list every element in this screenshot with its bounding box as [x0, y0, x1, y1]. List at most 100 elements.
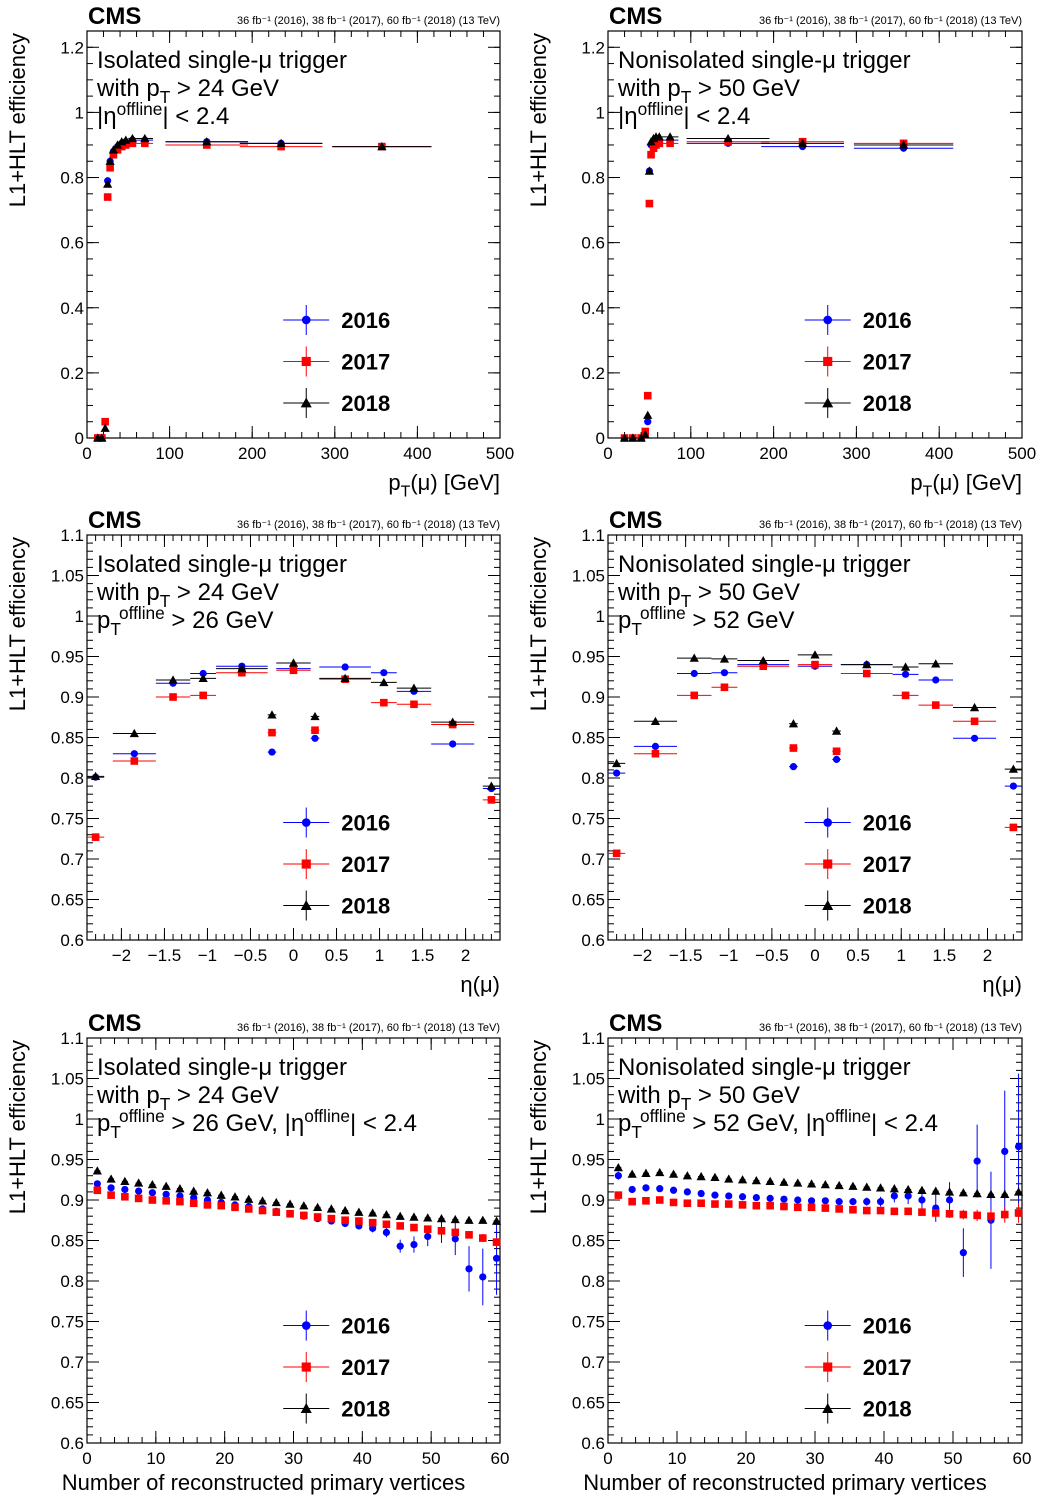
- data-point: [780, 1195, 788, 1203]
- data-point: [310, 734, 320, 742]
- marker-triangle: [198, 673, 208, 683]
- marker-square: [410, 1223, 418, 1232]
- marker-circle: [628, 1185, 636, 1194]
- legend-label: 2017: [863, 349, 912, 374]
- data-point: [103, 179, 113, 188]
- data-point: [903, 1184, 913, 1194]
- marker-circle: [711, 1191, 719, 1199]
- marker-triangle: [696, 1171, 706, 1181]
- marker-square: [141, 139, 149, 148]
- annotation-line: |ηoffline| < 2.4: [618, 99, 750, 130]
- data-point: [216, 664, 268, 673]
- data-point: [972, 1188, 982, 1198]
- marker-square: [176, 1197, 184, 1206]
- marker-triangle: [105, 156, 115, 165]
- data-point: [628, 1185, 636, 1194]
- marker-square: [162, 1197, 170, 1205]
- plot-frame: [607, 30, 1023, 439]
- data-point: [310, 711, 320, 721]
- legend-label: 2018: [341, 1397, 390, 1422]
- marker-circle: [890, 1192, 898, 1200]
- data-point: [931, 1186, 941, 1195]
- y-tick-label: 1.05: [51, 567, 84, 586]
- legend-entry-2016: 2016: [804, 1310, 912, 1341]
- data-point: [794, 1196, 802, 1204]
- annotation-line: Nonisolated single-μ trigger: [618, 551, 911, 578]
- data-point: [121, 1185, 129, 1194]
- data-point: [668, 1169, 679, 1178]
- marker-triangle: [436, 1214, 447, 1223]
- data-point: [725, 1192, 733, 1200]
- marker-triangle: [668, 1169, 679, 1178]
- lumi-label: 36 fb⁻¹ (2016), 38 fb⁻¹ (2017), 60 fb⁻¹ …: [759, 15, 1022, 27]
- data-point: [276, 658, 311, 667]
- x-tick-label: −1: [198, 946, 217, 965]
- data-point: [1004, 823, 1022, 832]
- marker-triangle: [650, 716, 661, 725]
- data-point: [849, 1198, 857, 1206]
- y-tick-label: 0: [75, 429, 84, 448]
- data-point: [175, 1184, 185, 1193]
- series-2017: [93, 1186, 501, 1247]
- marker-square: [697, 1199, 705, 1208]
- marker-square: [849, 1205, 857, 1214]
- y-tick-label: 1.1: [60, 1029, 84, 1048]
- data-point: [643, 391, 652, 400]
- marker-circle: [613, 769, 621, 777]
- data-point: [465, 1246, 473, 1292]
- data-point: [918, 1208, 926, 1216]
- marker-circle: [780, 1195, 788, 1203]
- data-point: [959, 1228, 967, 1277]
- x-tick-label: 30: [806, 1449, 825, 1468]
- marker-triangle: [898, 140, 909, 149]
- data-point: [437, 1226, 446, 1235]
- legend-label: 2016: [341, 1314, 390, 1339]
- data-point: [1004, 782, 1022, 790]
- annotation-line: with pT > 50 GeV: [617, 1082, 800, 1114]
- marker-circle: [396, 1242, 404, 1250]
- data-point: [410, 1236, 418, 1253]
- y-tick-label: 0.7: [581, 850, 605, 869]
- data-point: [202, 1188, 213, 1197]
- x-tick-label: 20: [215, 1449, 234, 1468]
- x-tick-label: 10: [668, 1449, 687, 1468]
- marker-triangle: [395, 1211, 405, 1220]
- marker-square: [823, 1362, 833, 1372]
- legend-entry-2017: 2017: [804, 346, 912, 377]
- marker-square: [683, 1199, 692, 1208]
- y-tick-label: 0.4: [581, 299, 605, 318]
- marker-circle: [410, 1240, 418, 1249]
- marker-circle: [918, 1196, 926, 1204]
- annotation-line: with pT > 24 GeV: [96, 1082, 279, 1114]
- marker-square: [738, 1201, 747, 1209]
- data-point: [134, 1194, 143, 1203]
- legend-entry-2017: 2017: [283, 1352, 390, 1383]
- legend-entry-2018: 2018: [283, 890, 390, 921]
- marker-square: [918, 1208, 926, 1216]
- data-point: [608, 849, 626, 858]
- marker-triangle: [958, 1188, 968, 1197]
- legend-label: 2016: [863, 1314, 912, 1339]
- data-point: [642, 1184, 650, 1192]
- marker-triangle: [931, 1186, 941, 1195]
- marker-circle: [449, 740, 457, 748]
- data-point: [669, 1186, 678, 1194]
- data-point: [724, 1174, 734, 1183]
- marker-square: [396, 1222, 404, 1230]
- marker-circle: [720, 669, 729, 677]
- legend-entry-2017: 2017: [804, 1352, 912, 1383]
- data-point: [832, 747, 841, 756]
- cms-label: CMS: [88, 507, 141, 534]
- marker-triangle: [822, 900, 834, 910]
- x-tick-label: 0: [810, 946, 819, 965]
- marker-square: [789, 744, 798, 752]
- data-point: [491, 1216, 502, 1225]
- data-point: [382, 1227, 391, 1238]
- annotation-line: with pT > 24 GeV: [96, 579, 279, 611]
- y-tick-label: 0.2: [581, 364, 605, 383]
- x-tick-label: 60: [1013, 1449, 1032, 1468]
- marker-triangle: [120, 1176, 130, 1186]
- marker-triangle: [737, 1175, 748, 1184]
- marker-circle: [301, 818, 311, 827]
- data-point: [230, 1192, 240, 1201]
